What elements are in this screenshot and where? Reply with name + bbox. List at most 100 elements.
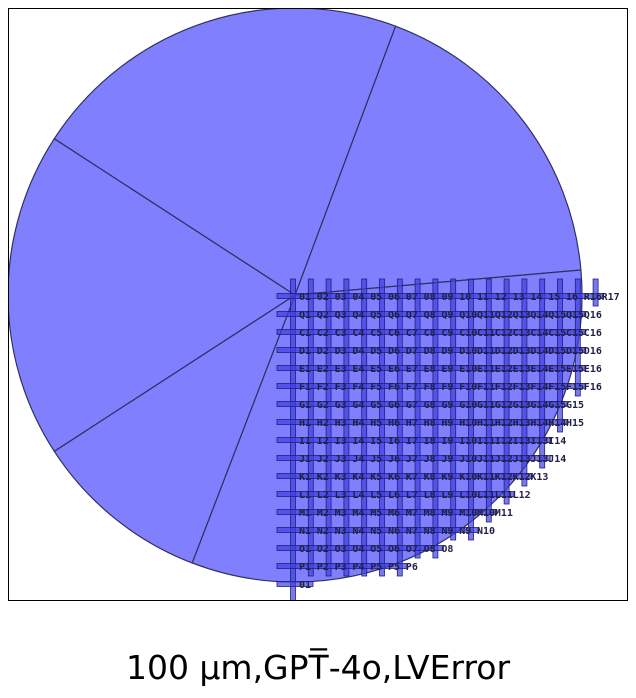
grid-cell-label: L1 [299, 490, 311, 501]
grid-cell-label: E4 [352, 364, 364, 375]
grid-cell-label: D7 [406, 346, 418, 357]
pie-wedge [53, 9, 397, 296]
grid-cell-label: I10 [459, 436, 477, 447]
grid-cell-label: O1 [299, 544, 311, 555]
grid-cell-label: F11 [477, 382, 495, 393]
grid-cell-label: F7 [406, 382, 418, 393]
grid-cell-label: F13 [513, 382, 531, 393]
grid-row-bar [276, 545, 444, 551]
grid-cell-label: R17 [602, 292, 620, 303]
grid-cell-label: G11 [477, 400, 495, 411]
grid-cell-label: 10 [459, 292, 471, 303]
grid-column-bar [450, 278, 457, 541]
grid-column-bar [557, 278, 563, 433]
grid-cell-label: E14 [530, 364, 548, 375]
grid-cell-label: D4 [352, 346, 364, 357]
grid-cell-label: O4 [352, 544, 364, 555]
grid-cell-label: E9 [441, 364, 453, 375]
grid-row-bar [276, 383, 587, 389]
grid-cell-label: C16 [584, 328, 602, 339]
grid-cell-label: L6 [388, 490, 400, 501]
grid-row-bar [276, 581, 314, 587]
grid-column-bar [307, 278, 314, 577]
grid-cell-label: Q16 [584, 310, 602, 321]
grid-cell-label: 03 [335, 292, 347, 303]
grid-cell-label: E8 [424, 364, 436, 375]
grid-cell-label: J1 [299, 454, 311, 465]
grid-cell-label: E13 [513, 364, 531, 375]
grid-cell-label: K13 [530, 472, 548, 483]
grid-cell-label: P3 [335, 562, 347, 573]
grid-cell-label: N5 [370, 526, 382, 537]
grid-cell-label: M7 [406, 508, 418, 519]
grid-cell-label: 09 [441, 292, 453, 303]
grid-cell-label: J2 [317, 454, 329, 465]
grid-cell-label: 11 [477, 292, 489, 303]
grid-cell-label: I7 [406, 436, 418, 447]
grid-cell-label: H2 [317, 418, 329, 429]
grid-cell-label: D8 [424, 346, 436, 357]
grid-cell-label: Q4 [352, 310, 364, 321]
grid-cell-label: 01 [299, 580, 311, 591]
grid-cell-label: D3 [335, 346, 347, 357]
grid-cell-label: C6 [388, 328, 400, 339]
grid-cell-label: 04 [352, 292, 364, 303]
grid-cell-label: K6 [388, 472, 400, 483]
grid-cell-label: H9 [441, 418, 453, 429]
grid-column-bar [485, 278, 492, 523]
grid-cell-label: D13 [513, 346, 531, 357]
grid-column-bar [379, 278, 385, 577]
grid-labels: 01 02 03 04 05 06 07 08 09 10 11 12 13 14 15 16 R16 R17Q1… [299, 292, 620, 591]
grid-cell-label: I3 [335, 436, 347, 447]
grid-column-bar [343, 278, 350, 577]
grid-cell-label: C15 [566, 328, 584, 339]
grid-cell-label: Q10 [459, 310, 477, 321]
grid-cell-label: H12 [495, 418, 513, 429]
grid-cell-label: C8 [424, 328, 436, 339]
grid-row-bar [276, 293, 605, 299]
grid-cell-label: L3 [335, 490, 347, 501]
pie-wedge [9, 137, 297, 453]
grid-cell-label: O8 [441, 544, 453, 555]
grid-cell-label: C15 [548, 328, 566, 339]
grid-cell-label: C9 [441, 328, 453, 339]
grid-cell-label: Q14 [530, 310, 548, 321]
grid-column-bar [432, 278, 439, 559]
grid-cell-label: 12 [495, 292, 507, 303]
grid-row-bar [276, 491, 516, 497]
grid-cell-label: N9 [459, 526, 471, 537]
grid-cell-label: Q3 [335, 310, 347, 321]
grid-cell-label: G9 [441, 400, 453, 411]
plot-frame: 01 02 03 04 05 06 07 08 09 10 11 12 13 14 15 16 R16 R17 Q1… [8, 8, 628, 601]
grid-cell-label: J6 [388, 454, 400, 465]
grid-cell-label: Q15 [566, 310, 584, 321]
grid-cell-label: 02 [317, 292, 329, 303]
grid-cell-label: N9 [441, 526, 453, 537]
grid-cell-label: M10 [477, 508, 495, 519]
grid-cell-label: L11 [495, 490, 513, 501]
grid-cell-label: Q8 [424, 310, 436, 321]
grid-cell-label: H3 [335, 418, 347, 429]
grid-cell-label: F8 [424, 382, 436, 393]
grid-column-bar [414, 278, 421, 559]
grid-cell-label: I14 [548, 436, 566, 447]
grid-column-bar [539, 278, 546, 469]
grid-cell-label: E2 [317, 364, 329, 375]
grid-row-bar [276, 473, 533, 479]
grid-cell-label: 15 [548, 292, 560, 303]
plot-canvas: 01 02 03 04 05 06 07 08 09 10 11 12 13 14 15 16 R16 R17Q1… [9, 9, 620, 600]
grid-cell-label: O3 [335, 544, 347, 555]
grid-column-bar [468, 278, 474, 541]
grid-cell-label: C2 [317, 328, 329, 339]
grid-cell-label: P6 [406, 562, 418, 573]
grid-cell-label: H4 [352, 418, 364, 429]
grid-cell-label: D6 [388, 346, 400, 357]
grid-column-bar [361, 278, 368, 577]
grid-cell-label: E11 [477, 364, 495, 375]
grid-cell-label: F5 [370, 382, 382, 393]
grid-cell-label: L10 [459, 490, 477, 501]
grid-cell-label: H5 [370, 418, 382, 429]
grid-cell-label: Q6 [388, 310, 400, 321]
grid-cell-label: H11 [477, 418, 495, 429]
grid-cell-label: E3 [335, 364, 347, 375]
